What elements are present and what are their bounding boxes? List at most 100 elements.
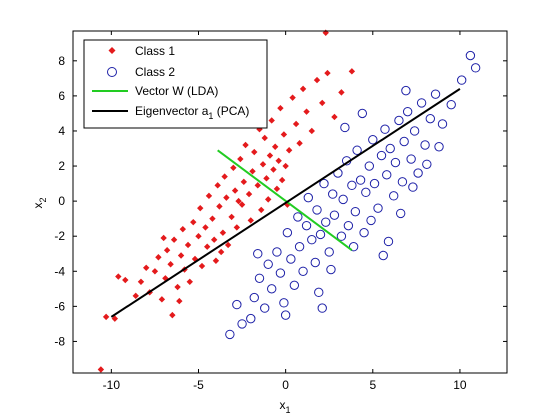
class2-point	[279, 298, 289, 308]
class1-point	[197, 204, 204, 212]
class1-point	[122, 276, 129, 284]
class2-point	[382, 170, 392, 180]
class2-point	[310, 257, 320, 268]
class1-point	[97, 366, 105, 373]
class2-point	[416, 98, 427, 108]
class1-point	[233, 224, 241, 231]
x-axis-label: x1	[279, 398, 290, 415]
class2-point	[389, 191, 399, 201]
class2-point	[401, 85, 411, 96]
x-axis-ticks: -10 -5 0 5 10	[103, 31, 467, 392]
class2-point	[357, 108, 368, 119]
class2-point	[364, 161, 375, 171]
class1-point	[348, 68, 356, 75]
class2-point	[413, 168, 423, 178]
class2-point	[249, 292, 259, 303]
class2-point	[340, 122, 350, 133]
class1-point	[266, 152, 274, 159]
class1-point	[209, 215, 216, 222]
x-tick-label: 10	[453, 378, 467, 392]
class1-point	[263, 175, 270, 182]
class2-point	[399, 136, 409, 147]
class1-point	[238, 201, 246, 208]
class1-point	[261, 134, 268, 142]
y-tick-label: 2	[58, 159, 65, 173]
class2-point	[465, 50, 476, 61]
class1-point	[170, 236, 178, 243]
class2-point	[430, 89, 441, 99]
legend: Class 1 Class 2 Vector W (LDA) Eigenvect…	[83, 39, 268, 129]
class2-point	[275, 268, 286, 278]
class1-point	[324, 69, 331, 77]
class1-point	[258, 206, 265, 214]
class2-point	[446, 99, 456, 110]
class1-point	[231, 187, 239, 194]
class2-point	[383, 236, 394, 247]
class1-point	[179, 225, 187, 233]
class1-point	[217, 248, 225, 256]
class2-point	[378, 250, 388, 261]
class1-point	[277, 104, 284, 112]
class2-point	[456, 75, 467, 85]
class2-point	[232, 299, 242, 310]
class2-point	[343, 220, 354, 231]
y-tick-label: -4	[54, 264, 65, 278]
class2-point	[406, 154, 416, 164]
class2-point	[293, 212, 303, 222]
legend-pca-label: Eigenvector a1 (PCA)	[135, 104, 249, 121]
class2-point	[338, 194, 348, 205]
class1-point	[210, 236, 218, 243]
class1-point	[190, 218, 197, 226]
class1-point	[155, 254, 162, 261]
x-tick-label: 5	[369, 378, 376, 392]
class2-point	[289, 280, 300, 291]
class2-point	[307, 235, 317, 245]
class1-point	[216, 203, 223, 210]
class1-point	[282, 162, 289, 170]
class1-point	[214, 182, 221, 189]
class1-point	[289, 94, 296, 101]
y-tick-label: 0	[58, 194, 65, 208]
class1-point	[102, 313, 110, 321]
class2-point	[246, 313, 256, 324]
class2-point	[294, 242, 305, 252]
class1-point	[235, 197, 242, 205]
class1-point	[219, 229, 227, 236]
class2-point	[315, 229, 326, 240]
class2-point	[280, 310, 291, 320]
class1-point	[132, 292, 139, 300]
legend-pca-subscript: 1	[208, 111, 213, 121]
class1-point	[296, 140, 303, 147]
legend-class2-marker	[107, 67, 117, 77]
class1-point	[254, 182, 261, 189]
class1-point	[338, 89, 345, 96]
y-tick-label: -2	[54, 229, 65, 243]
class1-point	[249, 168, 256, 175]
class2-point	[272, 247, 282, 257]
class2-point	[237, 319, 247, 329]
class1-point	[195, 233, 202, 240]
class1-point	[230, 164, 237, 171]
class2-point	[348, 242, 359, 252]
class2-point	[366, 215, 376, 226]
class1-point	[205, 192, 213, 200]
class2-point	[402, 106, 413, 117]
class1-point	[271, 143, 279, 150]
class2-point	[373, 203, 383, 213]
x-tick-label: 0	[282, 378, 289, 392]
legend-class1-label: Class 1	[135, 44, 175, 58]
class2-point	[301, 220, 312, 231]
class2-point	[409, 126, 420, 136]
class2-point	[286, 254, 296, 264]
class1-point	[265, 196, 272, 203]
class1-point	[174, 283, 181, 291]
class1-point	[212, 257, 220, 264]
legend-class2-label: Class 2	[135, 65, 175, 79]
legend-class1-marker	[108, 47, 116, 54]
class2-point	[420, 140, 430, 150]
class2-point	[397, 177, 408, 187]
class2-point	[408, 182, 418, 192]
class2-point	[266, 284, 277, 294]
class2-point	[434, 142, 444, 152]
class2-point	[350, 206, 361, 217]
